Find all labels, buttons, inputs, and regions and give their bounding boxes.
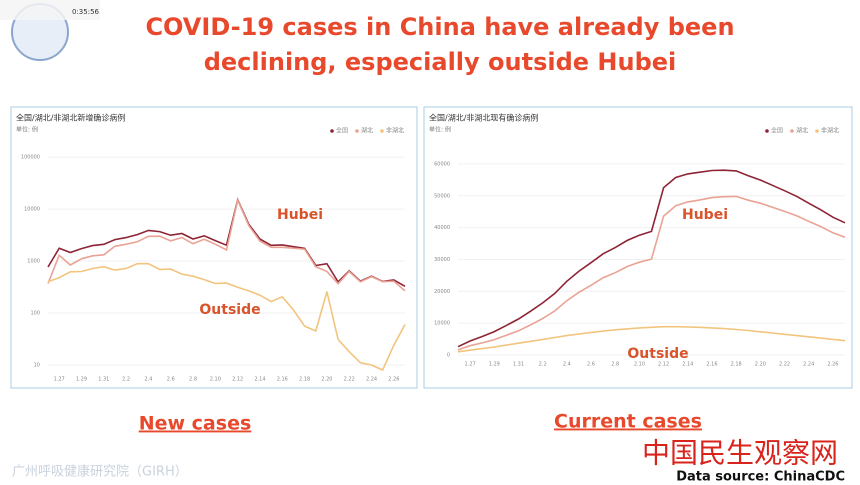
slide-title: declining, especially outside Hubei (204, 48, 677, 76)
y-tick-label: 50000 (434, 193, 450, 199)
series-line (457, 325, 846, 353)
x-tick-label: 2.6 (167, 377, 175, 383)
x-tick-label: 1.31 (513, 362, 524, 368)
y-tick-label: 20000 (434, 289, 450, 295)
x-tick-label: 2.12 (658, 362, 669, 368)
legend-swatch (815, 129, 819, 133)
x-tick-label: 2.4 (144, 377, 152, 383)
x-tick-label: 2.12 (232, 377, 243, 383)
y-tick-label: 100 (30, 311, 40, 317)
x-tick-label: 1.27 (465, 362, 476, 368)
annotation: Outside (199, 302, 260, 318)
watermark: 中国民生观察网 (642, 437, 838, 470)
x-tick-label: 1.29 (489, 362, 500, 368)
caption: Current cases (554, 411, 702, 433)
legend-swatch (355, 129, 359, 133)
annotation: Outside (627, 346, 688, 362)
annotation: Hubei (682, 207, 728, 223)
x-tick-label: 2.2 (539, 362, 547, 368)
x-tick-label: 2.20 (755, 362, 766, 368)
x-tick-label: 2.26 (827, 362, 838, 368)
x-tick-label: 2.10 (210, 377, 221, 383)
x-tick-label: 2.16 (277, 377, 288, 383)
x-tick-label: 2.22 (779, 362, 790, 368)
legend-swatch (380, 129, 384, 133)
x-tick-label: 2.8 (611, 362, 619, 368)
y-tick-label: 1000 (27, 259, 40, 265)
y-tick-label: 0 (447, 353, 450, 359)
y-tick-label: 10 (34, 362, 40, 368)
x-tick-label: 2.14 (682, 362, 693, 368)
y-tick-label: 10000 (434, 321, 450, 327)
legend-label: 湖北 (796, 127, 808, 135)
x-tick-label: 2.6 (587, 362, 595, 368)
y-tick-label: 40000 (434, 225, 450, 231)
x-tick-label: 1.31 (98, 377, 109, 383)
x-tick-label: 1.29 (76, 377, 87, 383)
x-tick-label: 2.24 (366, 377, 377, 383)
x-tick-label: 2.8 (189, 377, 197, 383)
x-tick-label: 2.18 (731, 362, 742, 368)
x-tick-label: 2.14 (254, 377, 265, 383)
y-axis-label: 单位: 例 (429, 126, 451, 134)
series-line (47, 262, 406, 372)
annotation: Hubei (277, 207, 323, 223)
chart-panel (10, 106, 418, 389)
y-tick-label: 60000 (434, 161, 450, 167)
series-line (457, 169, 846, 348)
legend-swatch (765, 129, 769, 133)
series-line (457, 195, 846, 351)
y-tick-label: 100000 (21, 155, 40, 161)
x-tick-label: 2.16 (706, 362, 717, 368)
y-axis-label: 单位: 例 (16, 126, 38, 134)
legend-label: 非湖北 (386, 127, 404, 135)
player-time: 0:35:56 (72, 8, 100, 16)
chart-panel (423, 106, 853, 389)
x-tick-label: 2.22 (344, 377, 355, 383)
x-tick-label: 2.18 (299, 377, 310, 383)
chart-title: 全国/湖北/非湖北新增确诊病例 (16, 113, 125, 123)
x-tick-label: 2.20 (321, 377, 332, 383)
legend-label: 全国 (771, 127, 783, 135)
x-tick-label: 2.24 (803, 362, 814, 368)
footer-org: 广州呼吸健康研究院（GIRH） (12, 464, 188, 480)
chart-title: 全国/湖北/非湖北现有确诊病例 (429, 113, 538, 123)
source: Data source: ChinaCDC (676, 470, 845, 485)
series-line (47, 197, 406, 292)
slide-title: COVID-19 cases in China have already bee… (145, 13, 734, 41)
caption: New cases (139, 413, 252, 435)
legend-swatch (790, 129, 794, 133)
x-tick-label: 2.10 (634, 362, 645, 368)
y-tick-label: 10000 (24, 207, 40, 213)
y-tick-label: 30000 (434, 257, 450, 263)
legend-label: 湖北 (361, 127, 373, 135)
x-tick-label: 2.4 (563, 362, 571, 368)
legend-label: 非湖北 (821, 127, 839, 135)
x-tick-label: 2.2 (122, 377, 130, 383)
x-tick-label: 1.27 (54, 377, 65, 383)
legend-swatch (330, 129, 334, 133)
player-toolbar (0, 0, 100, 20)
x-tick-label: 2.26 (388, 377, 399, 383)
legend-label: 全国 (336, 127, 348, 135)
